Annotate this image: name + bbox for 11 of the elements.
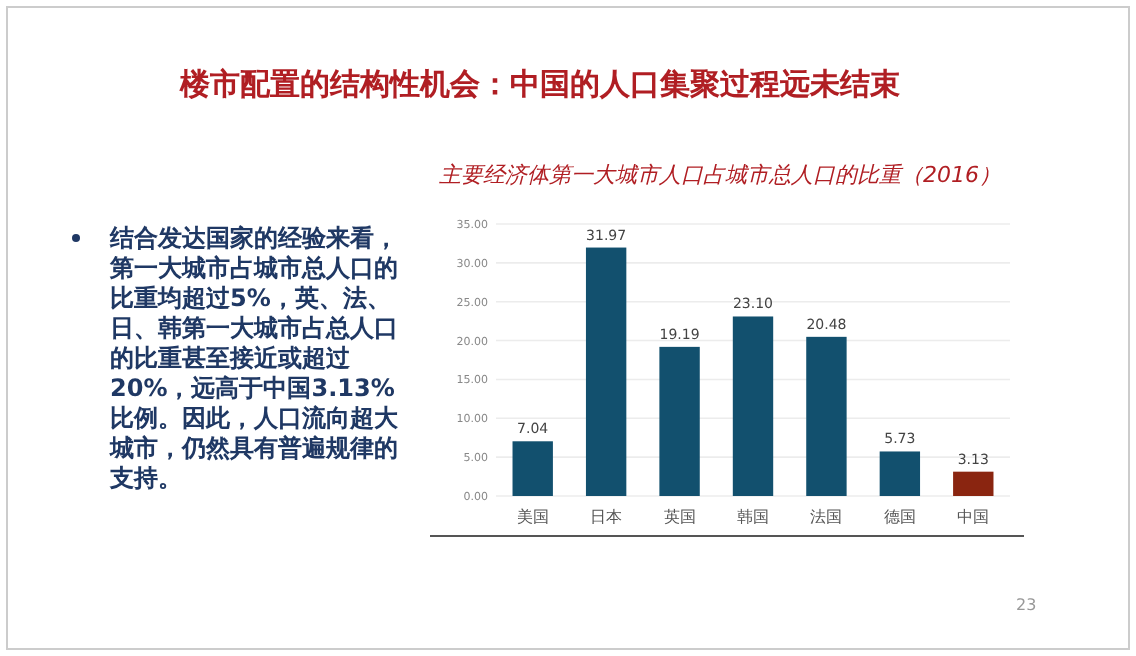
x-tick-label: 韩国 xyxy=(737,508,769,526)
x-tick-label: 中国 xyxy=(957,508,990,526)
x-tick-label: 日本 xyxy=(590,508,623,526)
subtitle: 主要经济体第一大城市人口占城市总人口的比重（2016） xyxy=(437,160,1003,190)
x-tick-label: 美国 xyxy=(516,508,549,526)
annotation: 23 xyxy=(1016,596,1037,614)
x-tick-label: 德国 xyxy=(883,508,916,526)
x-tick-label: 英国 xyxy=(663,508,696,526)
x-tick-label: 法国 xyxy=(810,508,843,526)
annotation: 结合发达国家的经验来看，第一大城市占城市总人口的比重均超过5%，英、法、日、韩第一大城市占总人口的比重甚至接近或超过20%，远高于中国3.13%比例。因此，人口流向超大城市，仍然具有普遍规律的支持。 xyxy=(110,224,400,494)
title: 楼市配置的结构性机会：中国的人口集聚过程远未结束 xyxy=(177,66,902,104)
